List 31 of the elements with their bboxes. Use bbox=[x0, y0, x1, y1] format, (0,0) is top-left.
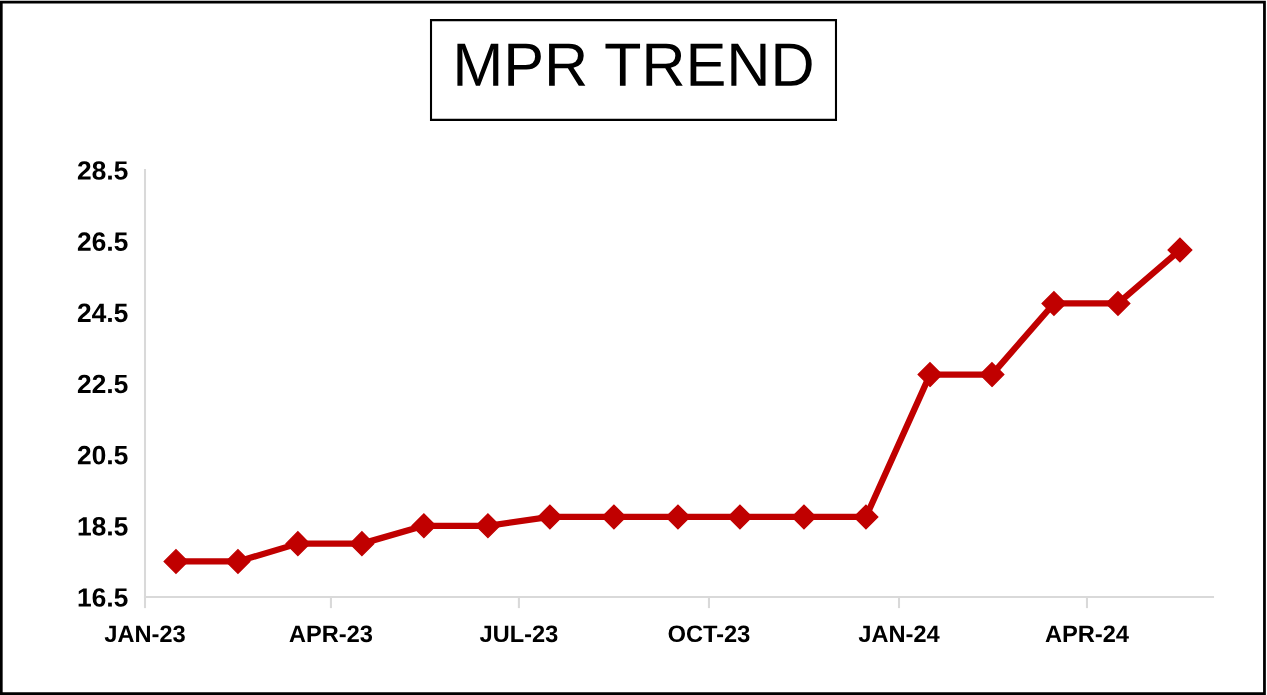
point bbox=[665, 504, 691, 530]
point bbox=[349, 531, 375, 557]
y-tick-label: 24.5 bbox=[77, 303, 128, 323]
point bbox=[475, 513, 501, 539]
x-tick-label: JUL-23 bbox=[479, 625, 558, 643]
x-tick-label: JAN-23 bbox=[104, 625, 185, 643]
chart-title: MPR TREND bbox=[457, 43, 812, 86]
point bbox=[917, 362, 943, 388]
y-tick-label: 20.5 bbox=[77, 445, 128, 465]
point bbox=[537, 504, 563, 530]
x-tick-label: APR-23 bbox=[289, 625, 373, 643]
x-tick-label: JAN-24 bbox=[858, 625, 940, 643]
point bbox=[1105, 290, 1131, 316]
point bbox=[601, 504, 627, 530]
y-tick-label: 16.5 bbox=[78, 588, 128, 607]
point bbox=[853, 504, 879, 530]
y-tick-label: 22.5 bbox=[77, 374, 128, 394]
y-tick-label: 28.5 bbox=[77, 161, 128, 180]
y-tick-label: 18.5 bbox=[78, 516, 128, 536]
point bbox=[411, 513, 437, 539]
point bbox=[1041, 290, 1067, 316]
point bbox=[791, 504, 817, 530]
point bbox=[1167, 237, 1193, 263]
point bbox=[285, 531, 311, 557]
point bbox=[225, 548, 251, 574]
x-tick-label: OCT-23 bbox=[668, 625, 750, 643]
point bbox=[163, 548, 189, 574]
x-tick-label: APR-24 bbox=[1045, 625, 1129, 642]
point bbox=[979, 362, 1005, 388]
y-tick-label: 26.5 bbox=[77, 232, 128, 251]
point bbox=[727, 504, 753, 530]
